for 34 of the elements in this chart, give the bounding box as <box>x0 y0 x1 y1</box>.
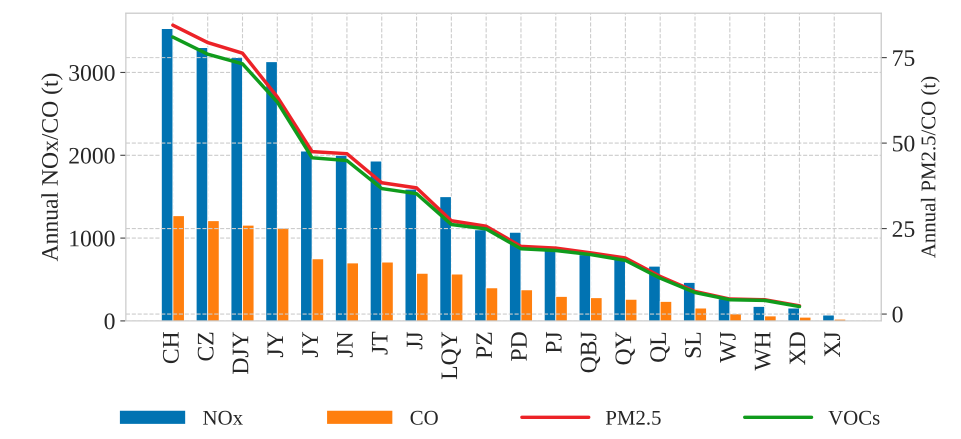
x-tick-label: PD <box>511 332 527 361</box>
x-tick-label: QL <box>650 332 670 362</box>
x-tick-label: QBJ <box>580 332 600 372</box>
y-tick-label: 0 <box>104 313 115 330</box>
y-tick-label: 2000 <box>69 148 115 164</box>
legend-label: NOx <box>203 410 243 425</box>
x-tick-label: CZ <box>198 332 214 361</box>
x-tick-label: JN <box>337 332 353 358</box>
y2-tick-label: 50 <box>893 136 914 152</box>
y2-axis-title: Annual PM2.5/CO (t) <box>920 76 940 258</box>
legend-label: VOCs <box>828 410 880 425</box>
y2-tick-label: 0 <box>892 306 903 322</box>
x-tick-label: DJY <box>232 332 248 374</box>
x-tick-label: CH <box>162 332 179 364</box>
x-tick-label: PZ <box>476 332 492 358</box>
y2-tick-label: 25 <box>892 221 914 238</box>
x-tick-label: XD <box>790 332 806 365</box>
x-tick-label: QY <box>615 332 635 364</box>
y-axis-title: Annual NOx/CO (t) <box>41 74 63 262</box>
x-tick-label: LQY <box>441 332 461 380</box>
legend-label: CO <box>410 410 438 425</box>
x-tick-label: JY <box>268 332 284 358</box>
y2-tick-label: 75 <box>893 50 914 66</box>
x-tick-label: XJ <box>824 332 840 358</box>
x-tick-label: WJ <box>720 332 736 363</box>
legend-label: PM2.5 <box>606 410 661 425</box>
x-tick-label: JY <box>302 332 318 358</box>
x-tick-label: WH <box>754 332 771 371</box>
x-tick-label: JT <box>372 332 388 354</box>
x-tick-label: PJ <box>546 332 562 353</box>
x-tick-label: JJ <box>406 332 422 350</box>
y-tick-label: 3000 <box>69 64 115 81</box>
y-tick-label: 1000 <box>70 230 115 247</box>
x-tick-label: SL <box>685 332 701 358</box>
